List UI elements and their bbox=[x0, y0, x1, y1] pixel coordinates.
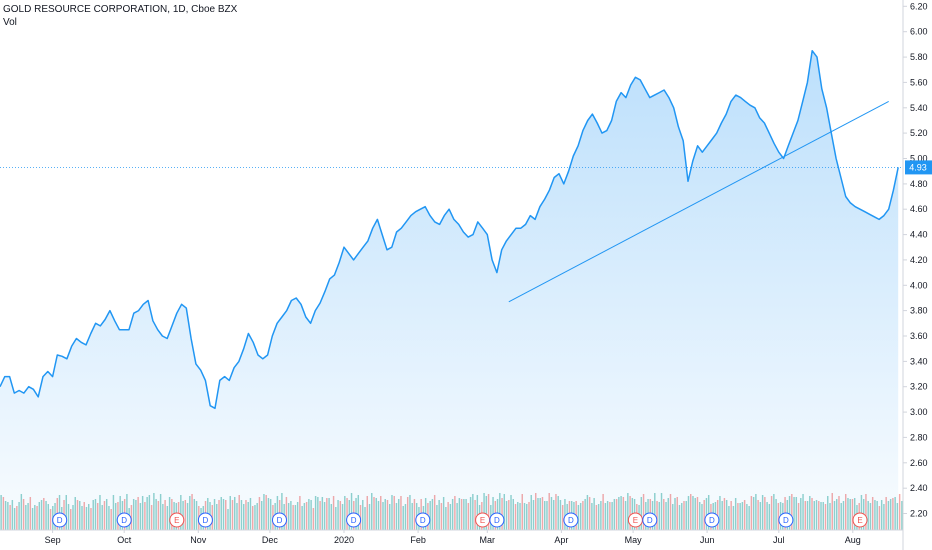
dividend-marker[interactable]: D bbox=[642, 512, 658, 528]
marker-circle bbox=[778, 512, 794, 528]
price-tick-label: 4.80 bbox=[910, 179, 928, 189]
price-tick-label: 4.00 bbox=[910, 280, 928, 290]
last-price-tag bbox=[905, 160, 932, 175]
volume-bar bbox=[901, 501, 903, 530]
price-tick-label: 5.40 bbox=[910, 103, 928, 113]
marker-letter: D bbox=[647, 516, 653, 525]
marker-letter: D bbox=[277, 516, 283, 525]
price-tick-label: 2.20 bbox=[910, 509, 928, 519]
marker-circle bbox=[852, 512, 868, 528]
marker-letter: D bbox=[494, 516, 500, 525]
price-tick-label: 5.00 bbox=[910, 154, 928, 164]
marker-letter: E bbox=[480, 516, 485, 525]
marker-letter: D bbox=[420, 516, 426, 525]
time-tick-label: Jun bbox=[700, 535, 715, 545]
time-tick-label: Sep bbox=[45, 535, 61, 545]
dividend-marker[interactable]: D bbox=[563, 512, 579, 528]
marker-circle bbox=[272, 512, 287, 528]
time-tick-label: Feb bbox=[410, 535, 426, 545]
marker-circle bbox=[563, 512, 579, 528]
price-tick-label: 3.00 bbox=[910, 407, 928, 417]
dividend-marker[interactable]: D bbox=[272, 512, 287, 528]
time-tick-label: Mar bbox=[480, 535, 496, 545]
price-tick-label: 6.20 bbox=[910, 1, 928, 11]
marker-circle bbox=[52, 512, 68, 528]
marker-letter: D bbox=[57, 516, 63, 525]
symbol-title[interactable]: GOLD RESOURCE CORPORATION, 1D, Cboe BZX bbox=[3, 4, 238, 15]
dividend-marker[interactable]: D bbox=[116, 512, 132, 528]
price-tick-label: 3.20 bbox=[910, 382, 928, 392]
price-tick-label: 2.40 bbox=[910, 483, 928, 493]
dividend-marker[interactable]: D bbox=[415, 512, 431, 528]
marker-letter: D bbox=[351, 516, 357, 525]
time-tick-label: Jul bbox=[773, 535, 785, 545]
price-tick-label: 3.60 bbox=[910, 331, 928, 341]
price-area-fill bbox=[0, 50, 899, 530]
time-tick-label: 2020 bbox=[334, 535, 354, 545]
dividend-marker[interactable]: D bbox=[704, 512, 720, 528]
marker-letter: D bbox=[709, 516, 715, 525]
dividend-marker[interactable]: D bbox=[346, 512, 362, 528]
dividend-marker[interactable]: D bbox=[778, 512, 794, 528]
time-tick-label: Oct bbox=[117, 535, 132, 545]
dividend-marker[interactable]: D bbox=[489, 512, 505, 528]
price-tick-label: 6.00 bbox=[910, 27, 928, 37]
price-tick-label: 2.80 bbox=[910, 432, 928, 442]
earnings-marker[interactable]: E bbox=[475, 512, 491, 528]
marker-letter: D bbox=[568, 516, 574, 525]
time-tick-label: Nov bbox=[190, 535, 207, 545]
marker-circle bbox=[116, 512, 132, 528]
price-axis[interactable]: 2.20 2.40 2.60 2.80 3.00 3.20 3.40 3.60 3.80 4.00… bbox=[903, 1, 928, 519]
marker-circle bbox=[169, 512, 185, 528]
marker-circle bbox=[489, 512, 505, 528]
time-tick-label: Apr bbox=[554, 535, 568, 545]
price-line[interactable] bbox=[0, 49, 899, 410]
dividend-marker[interactable]: D bbox=[197, 512, 213, 528]
dividend-marker[interactable]: D bbox=[52, 512, 68, 528]
trend-line[interactable] bbox=[508, 100, 889, 303]
last-price-marker: 4.93 bbox=[905, 160, 932, 175]
time-axis[interactable]: Sep Oct Nov Dec 2020 Feb Mar Apr May Jun Jul Aug bbox=[45, 530, 861, 545]
last-price-value: 4.93 bbox=[909, 162, 927, 172]
price-tick-label: 2.60 bbox=[910, 458, 928, 468]
price-tick-label: 4.60 bbox=[910, 204, 928, 214]
marker-circle bbox=[704, 512, 720, 528]
earnings-marker[interactable]: E bbox=[627, 512, 643, 528]
price-tick-label: 4.40 bbox=[910, 230, 928, 240]
earnings-marker[interactable]: E bbox=[852, 512, 868, 528]
volume-bar bbox=[898, 494, 901, 530]
time-tick-label: Dec bbox=[262, 535, 279, 545]
chart-legend: GOLD RESOURCE CORPORATION, 1D, Cboe BZX … bbox=[3, 3, 237, 29]
marker-letter: E bbox=[174, 516, 179, 525]
time-tick-label: May bbox=[625, 535, 643, 545]
price-tick-label: 5.80 bbox=[910, 52, 928, 62]
price-tick-label: 5.20 bbox=[910, 128, 928, 138]
marker-letter: D bbox=[121, 516, 127, 525]
marker-circle bbox=[197, 512, 213, 528]
marker-circle bbox=[346, 512, 362, 528]
marker-letter: E bbox=[633, 516, 638, 525]
price-tick-label: 3.80 bbox=[910, 306, 928, 316]
time-tick-label: Aug bbox=[845, 535, 861, 545]
price-tick-label: 5.60 bbox=[910, 77, 928, 87]
marker-letter: E bbox=[857, 516, 862, 525]
marker-circle bbox=[415, 512, 431, 528]
marker-circle bbox=[642, 512, 658, 528]
earnings-marker[interactable]: E bbox=[169, 512, 185, 528]
volume-label: Vol bbox=[3, 17, 17, 28]
price-tick-label: 4.20 bbox=[910, 255, 928, 265]
marker-letter: D bbox=[203, 516, 209, 525]
marker-letter: D bbox=[783, 516, 789, 525]
price-tick-label: 3.40 bbox=[910, 356, 928, 366]
